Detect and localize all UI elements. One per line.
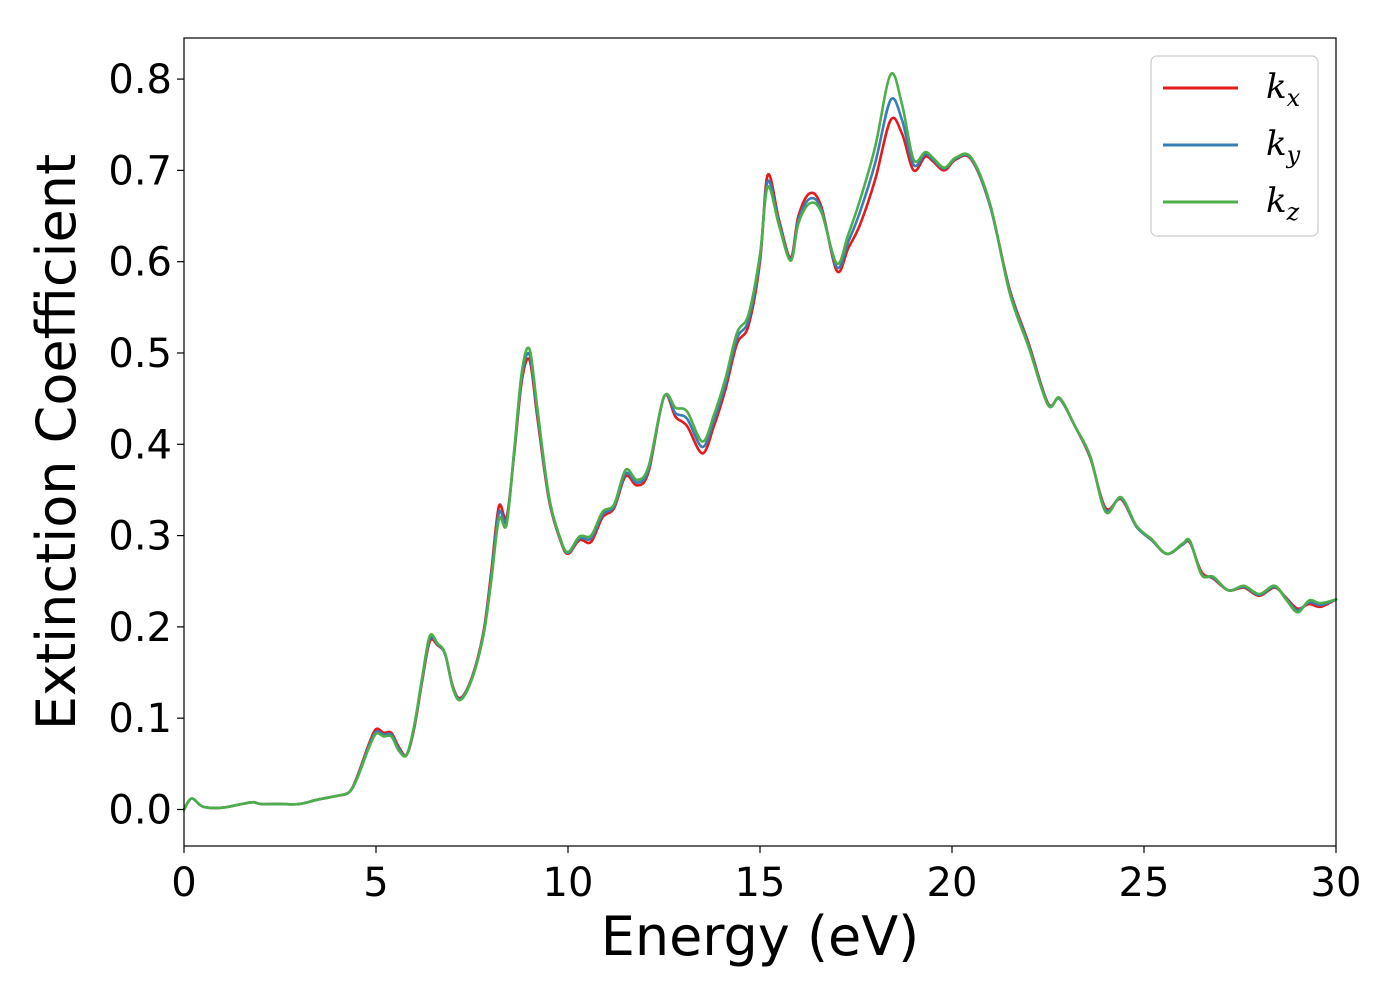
x-tick-label: 0 [171,860,196,906]
y-tick-label: 0.1 [108,696,172,742]
legend-label-kz: kz [1266,181,1300,226]
x-tick-label: 30 [1311,860,1362,906]
y-tick-label: 0.2 [108,605,172,651]
y-tick-label: 0.4 [108,422,172,468]
y-tick-label: 0.6 [108,240,172,286]
ticks-layer: 0 5 10 15 20 25 30 0.0 0.1 0.2 0.3 0.4 0.5 0.6 0.7 0.8 [108,57,1361,906]
y-axis-title: Extinction Coefficient [25,154,88,730]
x-tick-label: 25 [1119,860,1170,906]
x-tick-label: 10 [543,860,594,906]
y-tick-label: 0.5 [108,331,172,377]
series-layer [182,71,1338,811]
y-tick-label: 0.8 [108,57,172,103]
legend: kx ky kz [1150,55,1319,237]
x-tick-label: 20 [927,860,978,906]
series-line-kz [182,71,1338,811]
y-tick-label: 0.0 [108,787,172,833]
y-tick-label: 0.7 [108,148,172,194]
x-axis-title: Energy (eV) [601,905,920,968]
x-tick-label: 15 [735,860,786,906]
y-tick-label: 0.3 [108,514,172,560]
x-tick-label: 5 [363,860,388,906]
legend-label-kx: kx [1266,67,1301,112]
legend-label-ky: ky [1266,124,1301,169]
